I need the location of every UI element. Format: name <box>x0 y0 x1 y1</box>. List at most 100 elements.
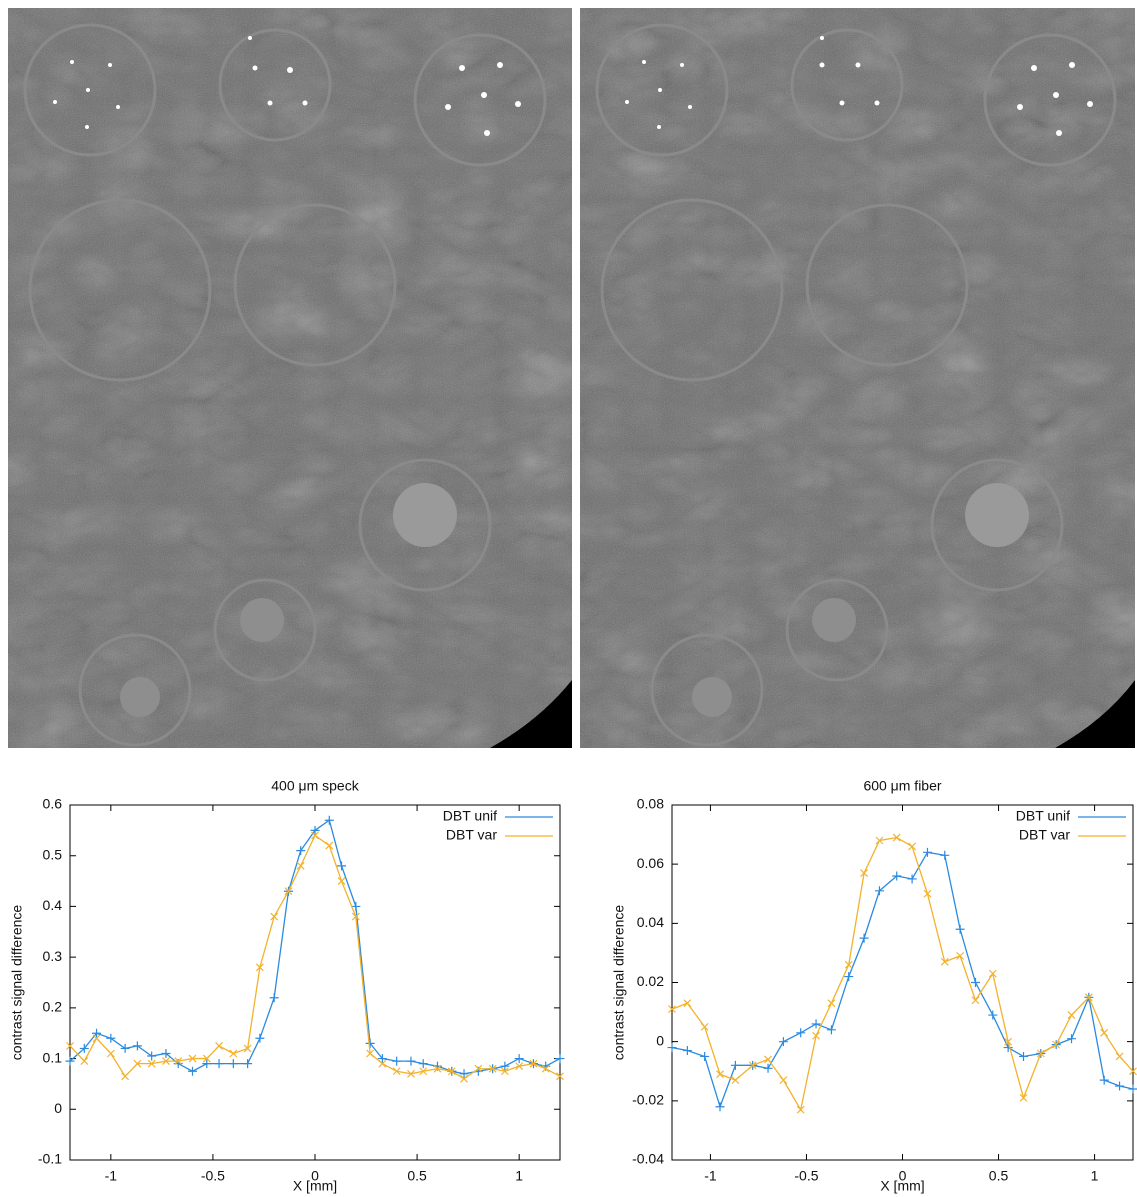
marker <box>392 1056 402 1066</box>
marker <box>859 933 869 943</box>
marker <box>940 850 950 860</box>
marker <box>459 1069 469 1079</box>
x-tick-label: 0 <box>899 1168 907 1184</box>
marker <box>844 972 854 982</box>
marker <box>1067 1011 1076 1019</box>
marker <box>1004 1037 1013 1046</box>
x-axis-label: X [mm] <box>880 1178 924 1194</box>
x-tick-label: 0 <box>311 1168 319 1184</box>
x-tick-label: 1 <box>515 1168 523 1184</box>
marker <box>447 1067 456 1076</box>
marker <box>311 831 319 840</box>
y-tick-label: 0.02 <box>637 973 664 989</box>
marker <box>1067 1034 1077 1044</box>
marker <box>668 1005 676 1014</box>
marker <box>764 1055 772 1064</box>
x-tick-label: -1 <box>105 1168 118 1184</box>
marker <box>80 1057 89 1066</box>
marker <box>174 1057 183 1066</box>
y-tick-label: 0.04 <box>637 914 664 930</box>
marker <box>188 1066 197 1076</box>
x-axis-label: X [mm] <box>293 1178 337 1194</box>
marker <box>337 861 347 871</box>
marker <box>715 1102 725 1112</box>
marker <box>529 1059 538 1068</box>
marker <box>907 874 917 884</box>
marker <box>955 924 965 934</box>
marker <box>812 1031 820 1040</box>
marker <box>214 1059 224 1069</box>
marker <box>392 1067 401 1076</box>
marker <box>667 1043 677 1053</box>
marker <box>488 1064 497 1073</box>
marker <box>682 1046 692 1056</box>
marker <box>1115 1052 1124 1061</box>
marker <box>296 846 306 856</box>
marker <box>418 1059 428 1069</box>
marker <box>377 1054 387 1064</box>
marker <box>255 963 264 972</box>
marker <box>296 861 305 870</box>
x-tick-label: -1 <box>704 1168 717 1184</box>
y-tick-label: 0.1 <box>43 1049 63 1065</box>
marker <box>106 1033 116 1043</box>
marker <box>826 1025 836 1035</box>
marker <box>1129 1067 1137 1076</box>
marker <box>1115 1081 1125 1091</box>
marker <box>474 1064 483 1073</box>
marker <box>406 1056 416 1066</box>
marker <box>555 1054 565 1064</box>
marker <box>988 1010 998 1020</box>
marker <box>243 1044 252 1053</box>
chart-title: 400 μm speck <box>271 778 359 794</box>
marker <box>716 1070 724 1079</box>
y-tick-label: 0.5 <box>43 846 63 862</box>
marker <box>811 1019 821 1029</box>
marker <box>940 957 949 966</box>
y-tick-label: 0.6 <box>43 796 63 812</box>
marker <box>79 1043 89 1053</box>
marker <box>892 871 902 881</box>
marker <box>120 1043 130 1053</box>
y-tick-label: 0.2 <box>43 999 63 1015</box>
marker <box>860 869 869 877</box>
y-tick-label: -0.1 <box>38 1151 62 1167</box>
marker <box>1036 1049 1045 1058</box>
marker <box>243 1059 253 1069</box>
series-line <box>69 819 561 1075</box>
marker <box>1019 1051 1029 1061</box>
marker <box>106 1049 115 1058</box>
marker <box>132 1041 142 1051</box>
plot-frame <box>69 804 561 1161</box>
y-axis-label: contrast signal difference <box>9 905 25 1061</box>
marker <box>351 912 360 921</box>
marker <box>324 815 334 825</box>
marker <box>923 889 932 898</box>
marker <box>133 1059 142 1068</box>
x-tick-label: 1 <box>1091 1168 1099 1184</box>
series-line <box>671 836 1134 1112</box>
marker <box>147 1059 156 1068</box>
marker <box>956 951 965 960</box>
marker <box>500 1067 509 1076</box>
marker <box>748 1061 757 1070</box>
marker <box>796 1105 805 1114</box>
y-tick-label: -0.02 <box>632 1092 664 1108</box>
marker <box>970 978 980 987</box>
marker <box>229 1049 238 1058</box>
marker <box>121 1072 130 1081</box>
marker <box>351 901 361 911</box>
marker <box>515 1062 524 1071</box>
marker <box>162 1057 170 1066</box>
marker <box>779 1076 788 1085</box>
marker <box>1052 1040 1061 1049</box>
marker <box>270 912 279 921</box>
legend-label: DBT unif <box>443 808 497 824</box>
marker <box>284 887 293 896</box>
marker <box>683 999 692 1008</box>
marker <box>269 993 279 1003</box>
marker <box>407 1069 415 1078</box>
x-tick-label: 0.5 <box>989 1168 1009 1184</box>
marker <box>365 1038 375 1048</box>
x-tick-label: 0.5 <box>407 1168 427 1184</box>
